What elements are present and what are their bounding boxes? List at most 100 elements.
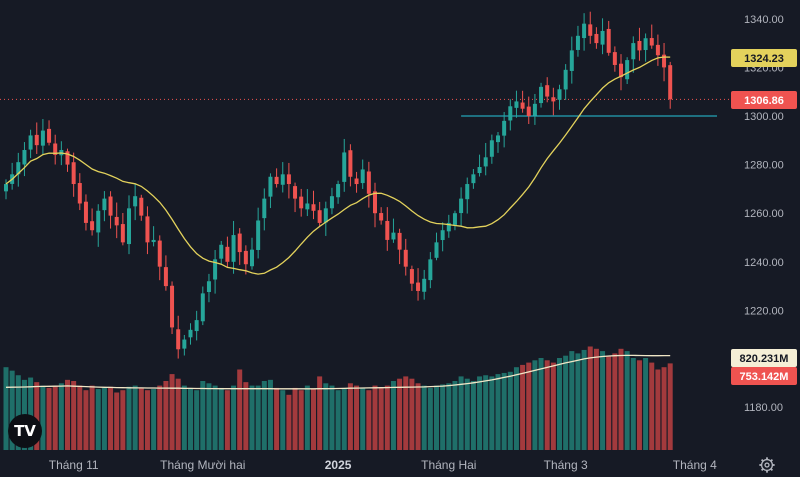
candle (336, 180, 341, 204)
candle (323, 201, 328, 236)
volume-bar (58, 383, 64, 450)
candle (409, 265, 414, 291)
candle-body (348, 150, 353, 177)
volume-bar (274, 387, 280, 450)
candle-body (366, 171, 371, 194)
candle-body (77, 183, 82, 204)
last-volume-tag: 753.142M (731, 367, 797, 385)
candle-body (133, 196, 138, 207)
candle-body (489, 140, 494, 157)
candle-body (459, 198, 464, 214)
volume-bar (120, 390, 126, 450)
candle (428, 252, 433, 289)
x-axis-tick-label: Tháng 11 (49, 458, 99, 472)
candle-body (514, 101, 519, 108)
volume-bar (286, 394, 292, 450)
candle (213, 250, 218, 294)
candle (188, 323, 193, 345)
volume-bar (218, 387, 224, 450)
candle-body (588, 24, 593, 36)
moving-average-layer (5, 56, 671, 275)
volume-bar (304, 385, 310, 450)
x-axis-tick-label: Tháng Mười hai (160, 458, 245, 472)
volume-bar (231, 385, 237, 450)
volume-bar (403, 376, 409, 450)
candle-body (286, 174, 291, 185)
candle (631, 36, 636, 73)
volume-bar (212, 385, 218, 450)
volume-bar (378, 387, 384, 450)
volume-bar (101, 387, 107, 450)
candle-body (151, 239, 156, 243)
candle (619, 54, 623, 91)
candle (354, 171, 359, 193)
volume-bar (224, 390, 230, 450)
candle-body (90, 221, 95, 231)
volume-bar (470, 381, 476, 450)
volume-bar (600, 351, 606, 450)
volume-bar (15, 375, 21, 450)
candle-body (83, 201, 88, 223)
candle (545, 77, 550, 103)
last-price-tag: 1306.86 (731, 91, 797, 109)
candle (502, 111, 507, 148)
candle (194, 310, 199, 341)
candle (668, 61, 673, 109)
volume-bar (163, 381, 169, 450)
candle (299, 188, 304, 217)
candle-body (594, 33, 599, 44)
volume-bar (526, 362, 532, 450)
volume-bar (384, 385, 390, 450)
volume-bar (464, 378, 470, 450)
candle (256, 207, 261, 259)
candle (600, 18, 605, 55)
candle-body (243, 250, 248, 265)
volume-bar (661, 367, 667, 450)
volume-bar (434, 385, 439, 450)
volume-bar (200, 381, 206, 450)
x-axis: Tháng 11 Tháng Mười hai 2025 Tháng Hai Tháng… (49, 458, 717, 472)
volume-bar (544, 360, 550, 450)
candle-body (416, 282, 421, 291)
candle (379, 207, 384, 225)
candle-body (219, 244, 224, 259)
candle (416, 268, 421, 301)
candle (526, 96, 531, 125)
candle (200, 286, 205, 326)
volume-bar (138, 387, 144, 450)
candle (446, 214, 451, 238)
candle (483, 142, 488, 176)
candle-body (606, 28, 611, 53)
candle-body (34, 134, 39, 146)
volume-bar (532, 360, 538, 450)
volume-bar (329, 385, 335, 450)
tradingview-logo-icon[interactable]: TV (8, 414, 42, 448)
volume-bar (397, 378, 403, 450)
gear-icon[interactable] (758, 456, 776, 474)
volume-bar (151, 389, 157, 450)
candle-body (465, 184, 470, 200)
volume-bar (446, 383, 452, 450)
volume-bar (593, 348, 599, 450)
volume-bar (298, 390, 304, 450)
candle-body (643, 38, 648, 51)
candle (348, 144, 353, 187)
last-volume-tag-background (731, 367, 797, 385)
candle-body (96, 210, 101, 233)
candle-body (102, 198, 107, 211)
volume-bar (89, 385, 95, 450)
candle-body (625, 60, 630, 80)
candle (385, 207, 390, 251)
volume-bar (366, 390, 372, 450)
candle-body (250, 249, 254, 267)
candle (90, 208, 95, 236)
candle-body (47, 128, 52, 143)
candle-body (317, 210, 322, 223)
candle-body (360, 169, 365, 184)
volume-bar (372, 385, 378, 450)
x-axis-tick-label: Tháng 4 (673, 458, 717, 472)
volume-bar (83, 390, 89, 450)
candle (612, 46, 617, 72)
candle-body (170, 285, 175, 328)
